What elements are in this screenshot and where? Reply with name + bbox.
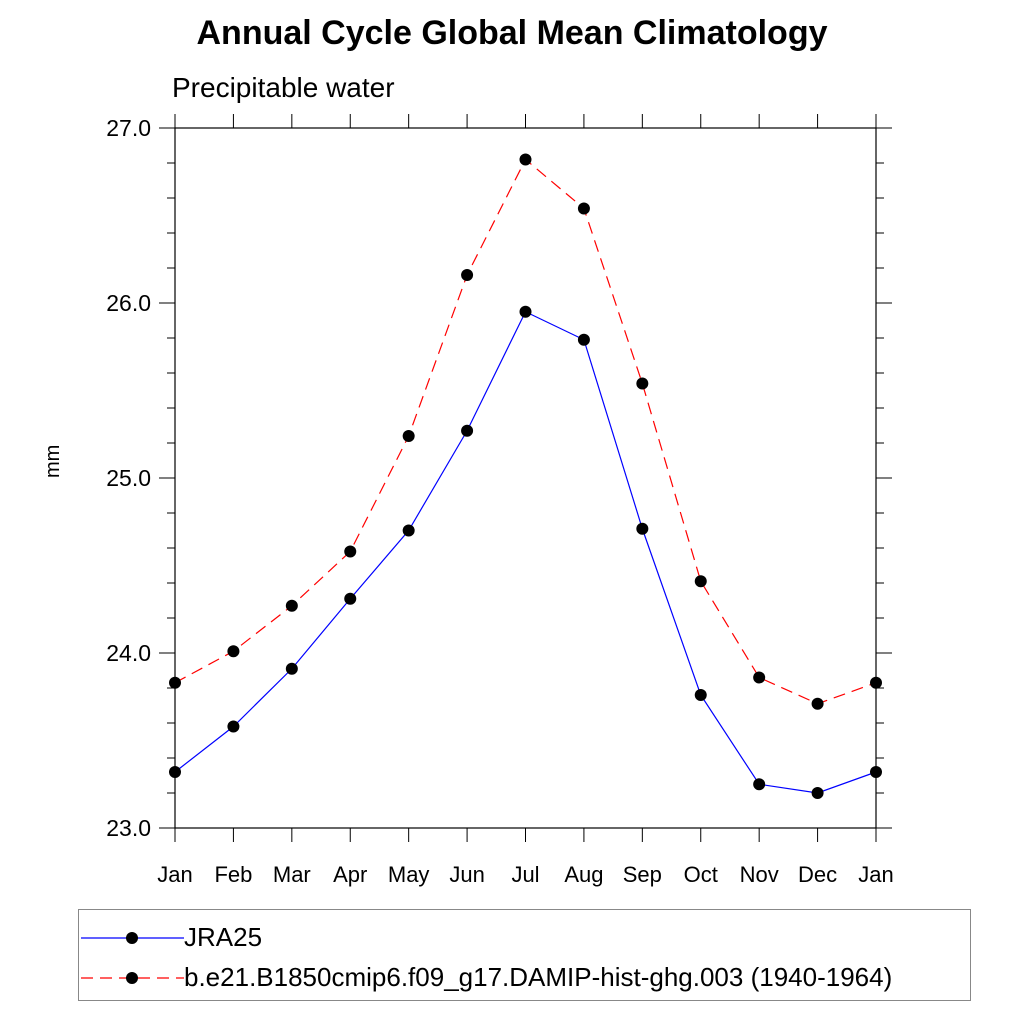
series-1-point <box>169 676 181 689</box>
series-0-point <box>636 522 649 535</box>
series-1-point <box>461 269 474 281</box>
plot-frame <box>174 127 877 829</box>
series-0-point <box>753 778 766 791</box>
x-tick-label: Feb <box>214 862 252 887</box>
y-tick-label: 27.0 <box>106 115 151 141</box>
series-1-point <box>694 575 707 588</box>
x-tick-label: Apr <box>333 862 367 887</box>
x-tick-label: Sep <box>623 862 662 887</box>
legend-label-jra25: JRA25 <box>184 922 263 952</box>
series-0-point <box>344 592 357 605</box>
x-tick-label: Oct <box>684 862 718 887</box>
series-1-point <box>577 202 590 215</box>
x-tick-label: Jul <box>511 862 539 887</box>
series-1-point <box>402 430 415 442</box>
legend-label-damip: b.e21.B1850cmip6.f09_g17.DAMIP-hist-ghg.… <box>184 962 893 992</box>
x-tick-label: Mar <box>273 862 311 887</box>
series-line-0 <box>174 310 877 794</box>
chart-title: Annual Cycle Global Mean Climatology <box>196 14 828 52</box>
series-1-point <box>753 671 766 684</box>
legend-item-damip: b.e21.B1850cmip6.f09_g17.DAMIP-hist-ghg.… <box>79 956 970 996</box>
y-tick-labels: 23.0 24.0 25.0 26.0 27.0 <box>106 115 151 841</box>
legend-item-jra25: JRA25 <box>79 914 970 954</box>
x-tick-label: Nov <box>740 862 779 887</box>
x-tick-label: Jan <box>858 862 893 887</box>
series-0-point <box>870 766 882 778</box>
series-0-point <box>461 424 474 437</box>
x-tick-label: Dec <box>798 862 837 887</box>
y-tick-label: 24.0 <box>106 640 151 666</box>
series-0-point <box>811 787 824 799</box>
series-1-point <box>811 697 824 710</box>
series-0-point <box>694 689 707 701</box>
legend: JRA25 b.e21.B1850cmip6.f09_g17.DAMIP-his… <box>78 909 971 1001</box>
x-tick-label: Jan <box>157 862 192 887</box>
major-ticks <box>159 114 892 842</box>
series-0-point <box>577 333 590 346</box>
series-0-point <box>519 305 532 318</box>
x-tick-label: Jun <box>449 862 484 887</box>
legend-swatch-jra25 <box>81 932 184 944</box>
minor-ticks <box>167 162 884 794</box>
series-0-point <box>227 720 240 733</box>
series-0-point <box>285 662 298 675</box>
y-tick-label: 26.0 <box>106 290 151 316</box>
legend-swatch-damip <box>81 972 184 984</box>
x-tick-label: May <box>388 862 430 887</box>
series-1-point <box>519 153 532 166</box>
series-1-point <box>285 599 298 612</box>
series-0-point <box>402 524 415 537</box>
series-1-point <box>870 676 882 689</box>
x-tick-labels: Jan Feb Mar Apr May Jun Jul Aug Sep Oct Nov Dec Jan <box>157 862 893 887</box>
series-layer <box>169 153 882 799</box>
series-1-point <box>227 645 240 658</box>
chart-subtitle: Precipitable water <box>172 72 395 103</box>
y-tick-label: 25.0 <box>106 465 151 491</box>
series-line-1 <box>174 158 877 705</box>
series-1-point <box>344 545 357 558</box>
series-1-point <box>636 377 649 390</box>
y-tick-label: 23.0 <box>106 815 151 841</box>
line-chart: 23.024.025.026.027.0 Jan Feb Mar Apr May Jun J… <box>106 114 894 887</box>
x-tick-label: Aug <box>564 862 603 887</box>
series-0-point <box>169 766 181 778</box>
